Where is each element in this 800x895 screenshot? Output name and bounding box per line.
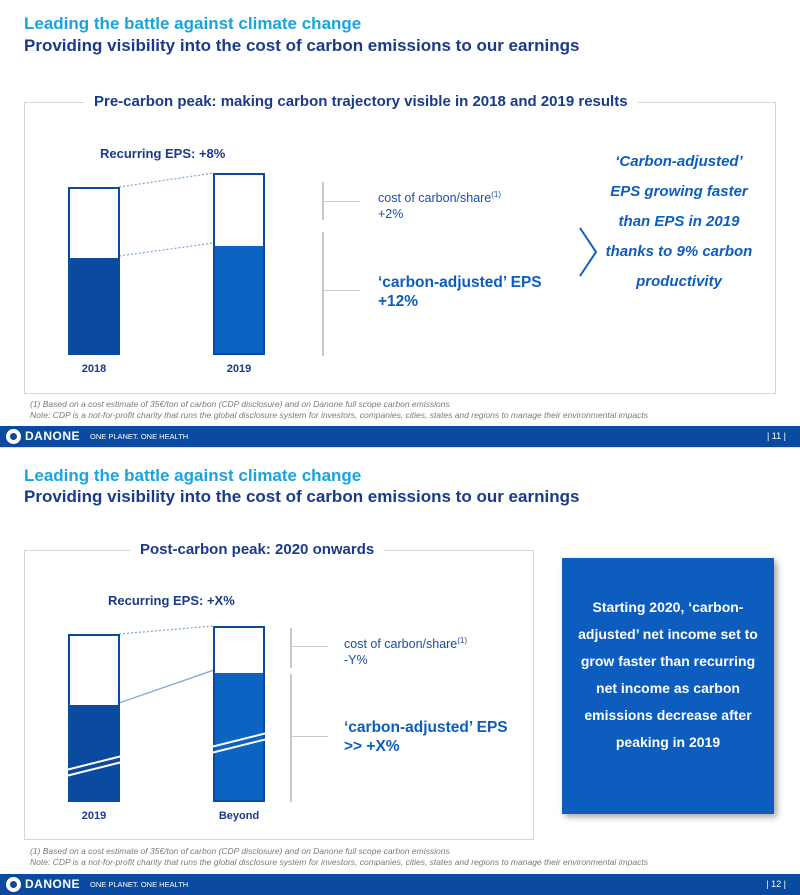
footnote-ref: (1) xyxy=(457,636,468,645)
eps-label: Recurring EPS: +8% xyxy=(100,146,226,161)
frame-title: Pre-carbon peak: making carbon trajector… xyxy=(84,93,638,110)
adjusted-bracket-tick xyxy=(324,290,360,291)
slide-12: Leading the battle against climate chang… xyxy=(0,448,800,895)
footer-slogan: ONE PLANET. ONE HEALTH xyxy=(90,432,189,441)
cost-bracket xyxy=(322,182,324,220)
slide-separator xyxy=(0,447,800,448)
cost-label-text: cost of carbon/share xyxy=(344,637,458,652)
adjusted-bracket-tick xyxy=(292,736,328,737)
cost-value: -Y% xyxy=(344,653,368,668)
slide-subtitle: Providing visibility into the cost of ca… xyxy=(24,487,580,506)
danone-logo-icon xyxy=(6,877,21,892)
frame-title: Post-carbon peak: 2020 onwards xyxy=(130,541,385,558)
footer-slogan: ONE PLANET. ONE HEALTH xyxy=(90,880,189,889)
footer-brand: DANONE xyxy=(25,877,81,891)
bar-2018-adjusted-segment xyxy=(70,257,118,353)
adjusted-bracket xyxy=(290,674,292,802)
connector-lines xyxy=(118,172,215,257)
highlight-box: Starting 2020, ‘carbon-adjusted’ net inc… xyxy=(562,558,774,814)
cost-bracket-tick xyxy=(292,646,328,647)
bar-2018 xyxy=(68,187,120,355)
adjusted-value: >> +X% xyxy=(344,738,400,755)
page-number: | 12 | xyxy=(766,879,786,889)
cost-bracket-tick xyxy=(324,201,360,202)
slide-title: Leading the battle against climate chang… xyxy=(24,466,362,485)
xlabel-2018: 2018 xyxy=(81,363,107,375)
bar-2019 xyxy=(68,634,120,802)
bar-2019 xyxy=(213,173,265,355)
slide-title: Leading the battle against climate chang… xyxy=(24,14,362,33)
footer-brand: DANONE xyxy=(25,429,81,443)
adjusted-label-text: ‘carbon-adjusted’ EPS xyxy=(344,719,508,736)
footnote-1: (1) Based on a cost estimate of 35€/ton … xyxy=(30,399,450,409)
adjusted-bracket xyxy=(322,232,324,356)
chevron-right-icon xyxy=(579,227,598,277)
page-number: | 11 | xyxy=(766,431,786,441)
cost-bracket xyxy=(290,628,292,668)
bar-2019-adjusted-segment xyxy=(215,245,263,353)
footnote-1: (1) Based on a cost estimate of 35€/ton … xyxy=(30,846,450,856)
xlabel-2019: 2019 xyxy=(81,810,107,822)
adjusted-value: +12% xyxy=(378,293,419,310)
callout-text: ‘Carbon-adjusted’ EPS growing faster tha… xyxy=(605,153,753,290)
footnote-2: Note: CDP is a not-for-profit charity th… xyxy=(30,410,648,420)
carbon-adjusted-eps-label: ‘carbon-adjusted’ EPS +12% xyxy=(378,273,542,311)
cost-of-carbon-label: cost of carbon/share(1) +2% xyxy=(378,187,501,222)
bar-2019-adjusted-segment xyxy=(70,704,118,800)
axis-break-marks xyxy=(65,732,268,777)
footnote-2: Note: CDP is a not-for-profit charity th… xyxy=(30,857,648,867)
footer-bar: DANONE ONE PLANET. ONE HEALTH | 12 | xyxy=(0,874,800,895)
xlabel-2019: 2019 xyxy=(226,363,252,375)
footnote-ref: (1) xyxy=(491,190,502,199)
connector-lines xyxy=(118,625,215,704)
slide-subtitle: Providing visibility into the cost of ca… xyxy=(24,36,580,55)
footer-bar: DANONE ONE PLANET. ONE HEALTH | 11 | xyxy=(0,426,800,447)
carbon-adjusted-eps-label: ‘carbon-adjusted’ EPS >> +X% xyxy=(344,718,508,756)
slide-11: Leading the battle against climate chang… xyxy=(0,0,800,447)
xlabel-beyond: Beyond xyxy=(218,810,260,822)
cost-label-text: cost of carbon/share xyxy=(378,191,492,206)
cost-of-carbon-label: cost of carbon/share(1) -Y% xyxy=(344,633,467,668)
adjusted-label-text: ‘carbon-adjusted’ EPS xyxy=(378,274,542,291)
danone-logo-icon xyxy=(6,429,21,444)
eps-label: Recurring EPS: +X% xyxy=(108,593,235,608)
cost-value: +2% xyxy=(378,207,404,222)
